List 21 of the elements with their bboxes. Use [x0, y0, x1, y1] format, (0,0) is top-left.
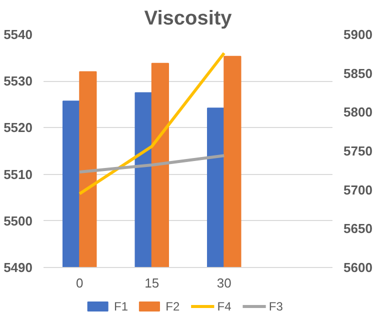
legend-label: F4 — [217, 300, 232, 314]
y-tick-label: 5520 — [4, 120, 32, 136]
y-tick-label: 5490 — [4, 260, 32, 275]
x-tick-label: 15 — [144, 276, 160, 290]
legend-label: F3 — [268, 300, 284, 314]
y2-tick-label: 5700 — [344, 182, 372, 198]
y2-tick-label: 5750 — [344, 144, 372, 158]
y2-tick-label: 5800 — [344, 104, 372, 120]
legend-label: F2 — [166, 300, 180, 314]
x-tick-label: 0 — [76, 276, 84, 290]
y2-tick-label: 5900 — [344, 27, 372, 42]
chart-title: Viscosity — [144, 8, 233, 30]
y2-tick-label: 5850 — [344, 66, 372, 81]
y-tick-label: 5500 — [4, 213, 32, 228]
x-tick-label: 30 — [216, 276, 232, 290]
y-tick-label: 5510 — [4, 166, 32, 182]
y-tick-label: 5530 — [4, 74, 32, 89]
y2-tick-label: 5650 — [344, 221, 372, 236]
legend-label: F1 — [114, 300, 128, 314]
y-tick-label: 5540 — [4, 27, 32, 42]
y2-tick-label: 5600 — [344, 260, 372, 275]
